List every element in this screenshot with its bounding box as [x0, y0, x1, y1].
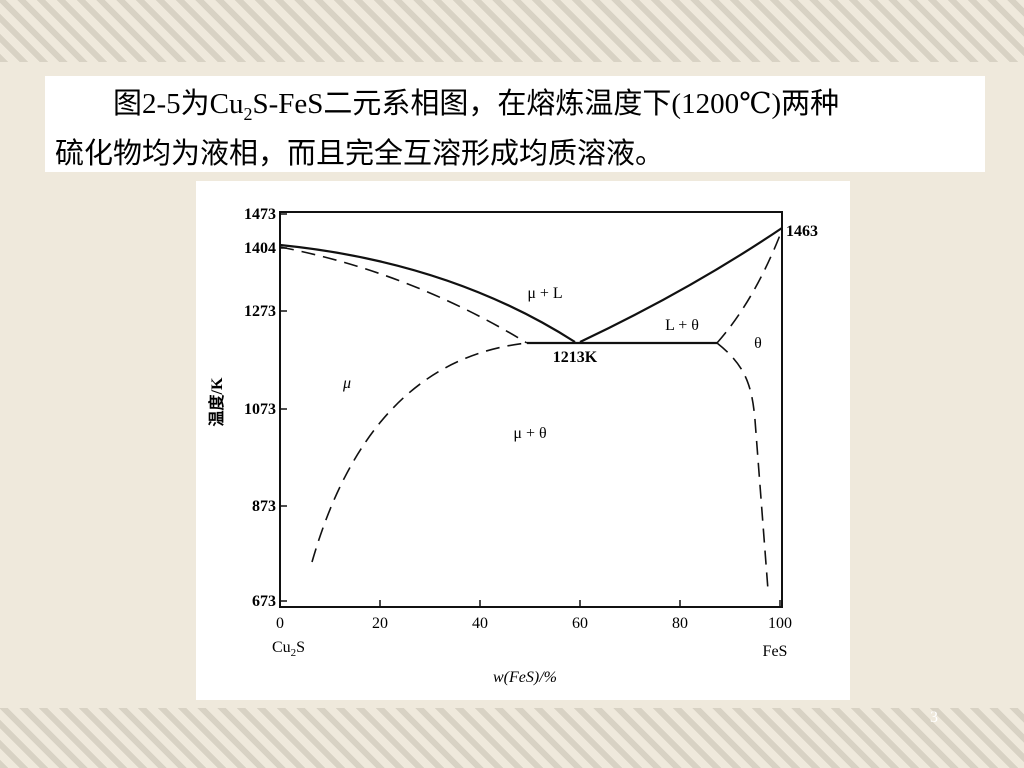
label: θ [754, 335, 762, 352]
text: S-FeS二元系相图，在熔炼温度下(1200℃)两种 [252, 88, 840, 120]
x-tick-label: 20 [372, 615, 388, 632]
solvus [311, 342, 528, 563]
x-tick-label: 60 [572, 615, 588, 632]
right-end: FeS [763, 643, 788, 660]
solidus [716, 229, 783, 344]
x-tick-label: 80 [672, 615, 688, 632]
liquidus [579, 227, 783, 343]
y-tick-label: 673 [252, 593, 276, 610]
label: 1463 [786, 223, 818, 240]
text: Cu [272, 639, 291, 656]
text-line: 硫化物均为液相，而且完全互溶形成均质溶液。 [55, 137, 665, 170]
text-line: 图2-5为Cu2S-FeS二元系相图，在熔炼温度下(1200℃)两种 [55, 84, 975, 134]
x-tick-label: 40 [472, 615, 488, 632]
figure-bg [196, 181, 850, 700]
x-tick-label: 100 [768, 615, 792, 632]
y-tick-label: 1404 [244, 240, 276, 257]
label: μ [342, 375, 351, 392]
y-tick-label: 873 [252, 498, 276, 515]
y-tick-label: 1473 [244, 206, 276, 223]
label: L + θ [665, 317, 699, 334]
dashed-lines [279, 229, 783, 591]
label: μ + L [527, 285, 562, 302]
text: 2 [291, 647, 297, 659]
label: 1213K [553, 349, 598, 366]
text: S [296, 639, 305, 656]
x-tick-label: 0 [276, 615, 284, 632]
text-box: 图2-5为Cu2S-FeS二元系相图，在熔炼温度下(1200℃)两种 硫化物均为… [45, 76, 985, 172]
top-border [0, 0, 1024, 62]
y-label: 温度/K [207, 377, 226, 427]
liquidus [279, 243, 576, 343]
page-number: 3 [930, 709, 938, 726]
x-label: w(FeS)/% [493, 669, 557, 686]
label: μ + θ [513, 425, 546, 442]
y-tick-label: 1073 [244, 401, 276, 418]
solid-lines [279, 227, 783, 345]
left-end: Cu2S [272, 639, 305, 659]
text: 图2-5为Cu [113, 88, 244, 120]
solvus [716, 342, 769, 591]
bottom-border [0, 708, 1024, 768]
solidus [279, 246, 528, 344]
y-tick-label: 1273 [244, 303, 276, 320]
text: 2 [243, 103, 253, 124]
